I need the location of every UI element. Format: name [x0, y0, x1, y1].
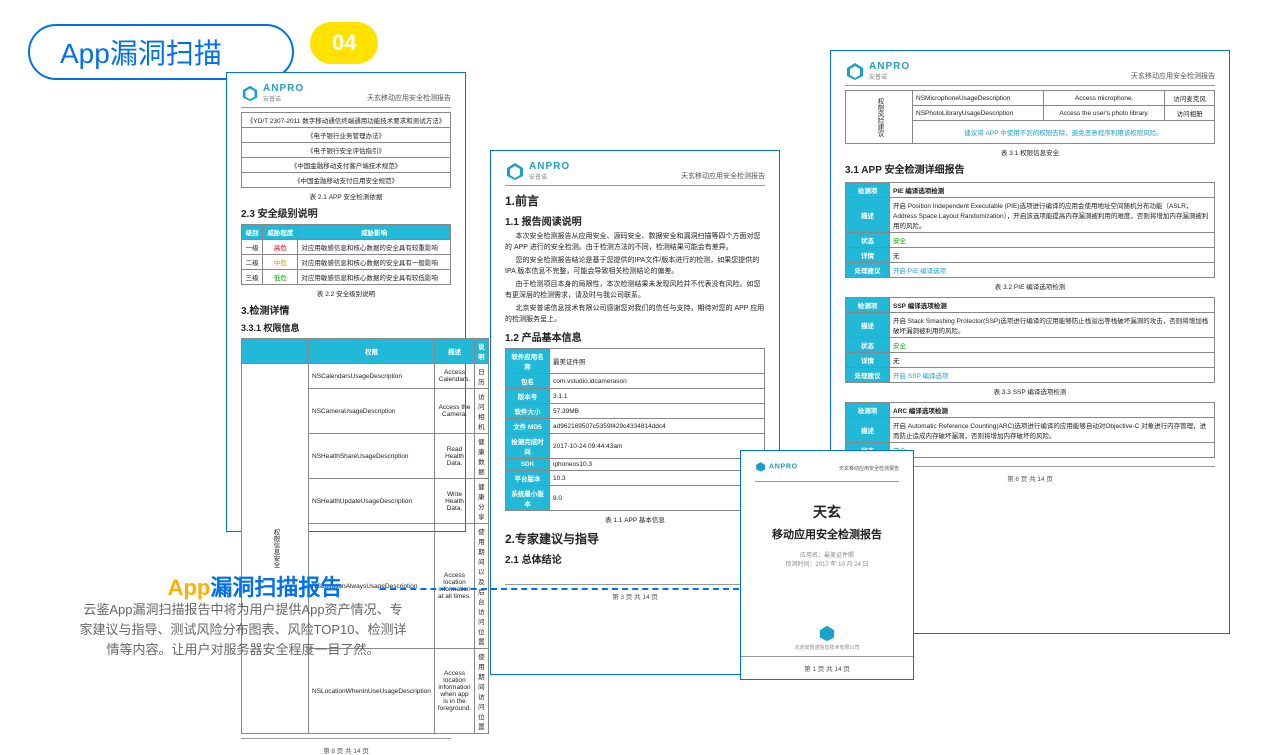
table-caption: 表 2.1 APP 安全检测依据 — [241, 191, 451, 201]
product-info-table: 软件应用名称最美证件照包名com.vstudio.idcamerason版本号3… — [505, 348, 765, 511]
table-caption: 表 2.2 安全级别说明 — [241, 288, 451, 298]
check-item-table: 检测项PIE 编译选项检测描述开启 Position Independent E… — [845, 182, 1215, 278]
level-table: 级别威胁程度威胁影响 一级高危对应用敏感信息和核心数据的安全具有较重影响二级中危… — [241, 224, 451, 285]
cover-subtitle: 移动应用安全检测报告 — [755, 526, 899, 542]
page-title: App漏洞扫描 — [60, 38, 222, 69]
section-heading: 1.2 产品基本信息 — [505, 329, 765, 344]
page-number: 第 3 页 共 14 页 — [505, 591, 765, 601]
section-heading: 2.1 总体结论 — [505, 551, 765, 566]
paragraph: 由于检测项目本身的局限性，本次检测结果未发现风险并不代表没有风险。如您有更深层的… — [505, 280, 765, 301]
subtitle: App漏洞扫描报告 — [115, 570, 395, 602]
section-heading: 1.前言 — [505, 192, 765, 209]
page-number: 第 8 页 共 14 页 — [241, 745, 451, 755]
doc-header-right: 天玄移动应用安全检测报告 — [681, 171, 765, 181]
section-heading: 3.3.1 权限信息 — [241, 321, 451, 334]
paragraph: 北京安普诺信息技术有限公司感谢您对我们的信任与支持，期待对您的 APP 应用的检… — [505, 304, 765, 325]
section-heading: 2.专家建议与指导 — [505, 530, 765, 547]
section-heading: 3.检测详情 — [241, 302, 451, 317]
permission-table: 权限描述说明 权限信息安全NSCalendarsUsageDescription… — [241, 338, 489, 734]
section-heading: 2.3 安全级别说明 — [241, 205, 451, 220]
doc-header-right: 天玄移动应用安全检测报告 — [1131, 71, 1215, 81]
paragraph: 您的安全检测报告结论是基于您提供的IPA文件/版本进行的检测，如果您提供的 IP… — [505, 256, 765, 277]
table-caption: 表 3.1 权限信息安全 — [845, 147, 1215, 157]
check-item-table: 检测项SSP 编译选项检测描述开启 Stack Smashing Protect… — [845, 297, 1215, 383]
permission-table: 权限风险建议NSMicrophoneUsageDescriptionAccess… — [845, 90, 1215, 144]
report-cover: ANPRO 天玄移动应用安全检测报告 天玄 移动应用安全检测报告 应用名：最美证… — [740, 450, 914, 680]
doc-header-right: 天玄移动应用安全检测报告 — [367, 93, 451, 103]
report-page-1: ANPRO安普诺 天玄移动应用安全检测报告 《YD/T 2307-2011 数字… — [226, 72, 466, 532]
cover-title: 天玄 — [755, 502, 899, 522]
report-page-2: ANPRO安普诺 天玄移动应用安全检测报告 1.前言 1.1 报告阅读说明 本次… — [490, 150, 780, 675]
paragraph: 本次安全检测报告从应用安全、源码安全、数据安全和漏洞扫描等四个方面对您的 APP… — [505, 232, 765, 253]
section-heading: 3.1 APP 安全检测详细报告 — [845, 161, 1215, 176]
regulations-table: 《YD/T 2307-2011 数字移动通信终端通用功能技术要求和测试方法》《电… — [241, 112, 451, 188]
description: 云鉴App漏洞扫描报告中将为用户提供App资产情况、专家建议与指导、测试风险分布… — [78, 600, 408, 660]
section-badge: 04 — [310, 22, 378, 64]
section-heading: 1.1 报告阅读说明 — [505, 213, 765, 228]
page-number: 第 1 页 共 14 页 — [741, 663, 913, 673]
cover-meta: 应用名：最美证件照 — [755, 550, 899, 559]
cover-meta: 检测时间：2017 年 10 月 24 日 — [755, 559, 899, 568]
table-caption: 表 1.1 APP 基本信息 — [505, 514, 765, 524]
